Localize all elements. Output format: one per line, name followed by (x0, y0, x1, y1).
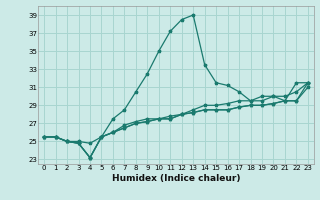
X-axis label: Humidex (Indice chaleur): Humidex (Indice chaleur) (112, 174, 240, 183)
